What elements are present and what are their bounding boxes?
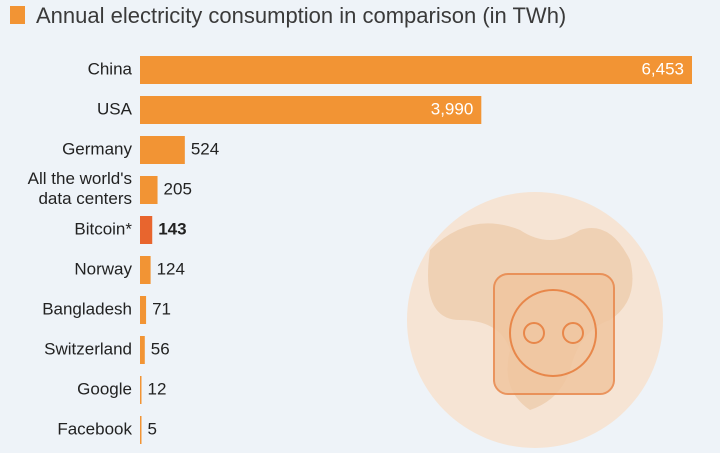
value-label: 524 [191, 139, 219, 158]
bar [140, 416, 142, 444]
value-label: 12 [148, 379, 167, 398]
category-label: All the world's data centers [28, 169, 132, 208]
bar [140, 256, 151, 284]
value-label: 6,453 [641, 59, 684, 78]
value-label: 56 [151, 339, 170, 358]
bar [140, 136, 185, 164]
value-label: 5 [148, 419, 157, 438]
value-label: 71 [152, 299, 171, 318]
bar [140, 336, 145, 364]
value-label: 124 [157, 259, 185, 278]
illustration [407, 192, 663, 448]
category-label: Germany [62, 139, 132, 158]
bar [140, 96, 482, 124]
category-label: Bangladesh [42, 299, 132, 318]
value-label: 3,990 [431, 99, 474, 118]
category-label: China [88, 59, 133, 78]
bar [140, 216, 153, 244]
value-label: 143 [158, 219, 186, 238]
bar [140, 176, 158, 204]
value-label: 205 [164, 179, 192, 198]
category-label: USA [97, 99, 133, 118]
category-label: Switzerland [44, 339, 132, 358]
category-label: Facebook [57, 419, 132, 438]
bar [140, 56, 692, 84]
chart-title: Annual electricity consumption in compar… [36, 3, 566, 28]
category-label: Bitcoin* [74, 219, 132, 238]
bar [140, 296, 147, 324]
bar [140, 376, 142, 404]
title-marker [10, 6, 25, 24]
category-label: Norway [74, 259, 132, 278]
category-label: Google [77, 379, 132, 398]
